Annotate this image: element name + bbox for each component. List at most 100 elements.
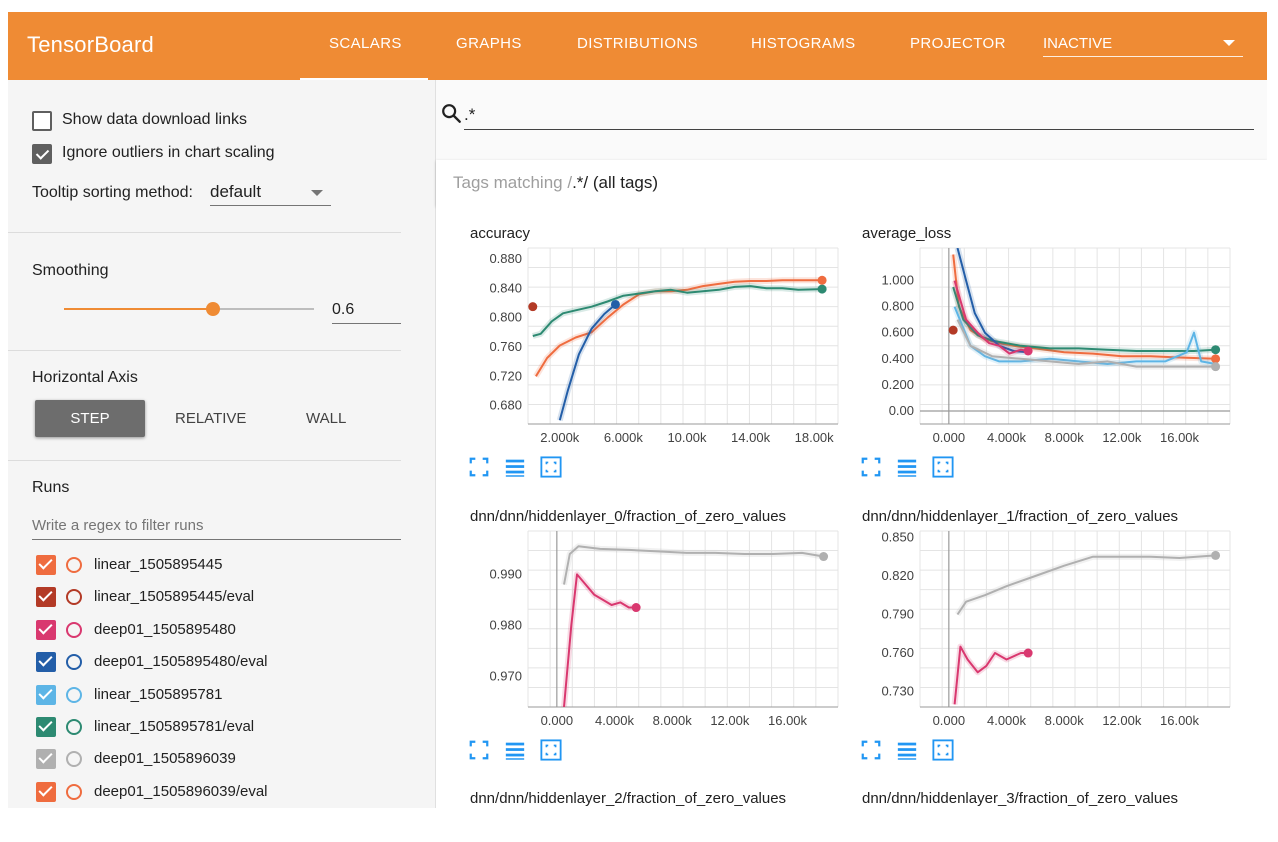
chart-grid: accuracy average_loss dnn/dnn/hiddenlaye… — [436, 206, 1267, 808]
chevron-down-icon — [1223, 40, 1235, 46]
fullscreen-icon[interactable] — [468, 456, 490, 478]
tags-matching-header[interactable]: Tags matching /.*/ (all tags) — [436, 160, 1267, 206]
y-tick-label: 0.840 — [489, 280, 522, 295]
inactive-dashboard-select[interactable]: INACTIVE — [1043, 35, 1243, 57]
divider — [8, 350, 401, 351]
series-group — [561, 543, 825, 707]
average-loss-chart[interactable]: 1.000 0.800 0.600 0.400 0.200 0.00 0.000 4.000k… — [858, 246, 1238, 458]
y-tick-label: 0.990 — [489, 566, 522, 581]
run-color-radio[interactable] — [66, 686, 82, 703]
show-download-links-checkbox[interactable] — [32, 111, 52, 131]
series-end-marker — [631, 603, 641, 613]
y-tick-label: 0.720 — [489, 368, 522, 383]
run-checkbox[interactable] — [36, 749, 56, 770]
axis-relative-button[interactable]: RELATIVE — [175, 410, 247, 427]
tab-distributions[interactable]: DISTRIBUTIONS — [577, 35, 699, 52]
x-tick-label: 2.000k — [540, 430, 580, 445]
chart-title-hiddenlayer-3: dnn/dnn/hiddenlayer_3/fraction_of_zero_v… — [862, 790, 1179, 807]
series-end-marker — [1211, 550, 1221, 560]
series-end-marker — [1211, 345, 1221, 355]
series-line — [956, 319, 1216, 368]
run-color-radio[interactable] — [66, 719, 82, 735]
tab-scalars[interactable]: SCALARS — [329, 35, 402, 52]
run-checkbox[interactable] — [36, 781, 56, 802]
run-label: linear_1505895445 — [94, 556, 223, 573]
series-end-marker — [948, 325, 958, 335]
ignore-outliers-label: Ignore outliers in chart scaling — [62, 144, 275, 161]
series-line — [952, 286, 1216, 352]
tab-histograms[interactable]: HISTOGRAMS — [751, 35, 856, 52]
chart-title-hiddenlayer-1: dnn/dnn/hiddenlayer_1/fraction_of_zero_v… — [862, 508, 1179, 525]
series-line — [953, 645, 1029, 705]
tooltip-sorting-value: default — [210, 182, 262, 201]
inactive-select-label: INACTIVE — [1043, 35, 1113, 52]
x-tick-label: 8.000k — [1045, 430, 1085, 445]
log-scale-icon[interactable] — [896, 739, 918, 761]
series-line — [563, 545, 824, 585]
run-color-radio[interactable] — [66, 557, 82, 573]
run-label: deep01_1505896039/eval — [94, 782, 268, 800]
x-tick-label: 18.00k — [795, 430, 835, 445]
fullscreen-icon[interactable] — [468, 739, 490, 761]
fit-domain-icon[interactable] — [540, 456, 562, 478]
run-color-radio[interactable] — [66, 654, 82, 671]
x-tick-label: 16.00k — [1160, 713, 1200, 728]
y-tick-label: 0.760 — [489, 339, 522, 354]
hiddenlayer-1-chart[interactable]: 0.850 0.820 0.790 0.760 0.730 0.000 4.000k 8.00… — [858, 529, 1238, 741]
x-tick-label: 14.00k — [731, 430, 771, 445]
y-tick-label: 0.800 — [881, 299, 914, 314]
ignore-outliers-checkbox[interactable] — [32, 144, 52, 164]
x-tick-label: 4.000k — [987, 430, 1027, 445]
series-end-marker — [610, 299, 620, 309]
log-scale-icon[interactable] — [504, 739, 526, 761]
y-tick-label: 0.200 — [881, 377, 914, 392]
fit-domain-icon[interactable] — [932, 456, 954, 478]
run-checkbox[interactable] — [36, 717, 56, 737]
x-tick-label: 8.000k — [1045, 713, 1085, 728]
run-checkbox[interactable] — [36, 684, 56, 705]
series-end-marker — [817, 284, 827, 294]
active-tab-indicator — [300, 78, 428, 80]
run-color-radio[interactable] — [66, 621, 82, 638]
run-color-radio[interactable] — [66, 589, 82, 606]
hiddenlayer-0-chart[interactable]: 0.990 0.980 0.970 0.000 4.000k 8.000k 12.00k 16… — [466, 529, 846, 741]
series-group — [531, 277, 823, 422]
tab-graphs[interactable]: GRAPHS — [456, 35, 522, 52]
log-scale-icon[interactable] — [896, 456, 918, 478]
sidebar: Show data download links Ignore outliers… — [8, 80, 436, 808]
axis-step-button[interactable]: STEP — [35, 400, 145, 437]
y-tick-label: 0.680 — [489, 398, 522, 413]
run-label: deep01_1505895480 — [94, 620, 236, 638]
fit-domain-icon[interactable] — [540, 739, 562, 761]
tag-search-input[interactable] — [464, 100, 1254, 130]
series-line — [558, 303, 617, 421]
run-checkbox[interactable] — [36, 652, 56, 673]
x-tick-label: 10.00k — [667, 430, 707, 445]
fit-domain-icon[interactable] — [932, 739, 954, 761]
fullscreen-icon[interactable] — [860, 739, 882, 761]
fullscreen-icon[interactable] — [860, 456, 882, 478]
run-label: linear_1505895781 — [94, 685, 223, 703]
run-checkbox[interactable] — [36, 555, 56, 575]
axis-wall-button[interactable]: WALL — [306, 410, 347, 427]
x-tick-label: 0.000 — [933, 713, 966, 728]
smoothing-slider-handle[interactable] — [206, 302, 220, 316]
top-toolbar: TensorBoard SCALARS GRAPHS DISTRIBUTIONS… — [8, 12, 1267, 80]
show-download-links-label: Show data download links — [62, 111, 248, 128]
run-color-radio[interactable] — [66, 783, 82, 800]
series-line — [535, 279, 823, 377]
series-line — [956, 554, 1216, 616]
series-group — [950, 248, 1217, 370]
smoothing-slider-fill — [64, 308, 213, 310]
accuracy-chart[interactable]: 0.880 0.840 0.800 0.760 0.720 0.680 2.000k 6.00… — [466, 246, 846, 458]
log-scale-icon[interactable] — [504, 456, 526, 478]
smoothing-value-input[interactable]: 0.6 — [332, 298, 401, 324]
tooltip-sorting-select[interactable]: default — [210, 180, 331, 206]
run-color-radio[interactable] — [66, 751, 82, 768]
run-checkbox[interactable] — [36, 619, 56, 640]
run-checkbox[interactable] — [36, 587, 56, 608]
tab-projector[interactable]: PROJECTOR — [910, 35, 1006, 52]
run-label: deep01_1505895480/eval — [94, 653, 268, 671]
runs-filter-input[interactable] — [32, 512, 401, 540]
y-tick-label: 0.760 — [881, 645, 914, 660]
